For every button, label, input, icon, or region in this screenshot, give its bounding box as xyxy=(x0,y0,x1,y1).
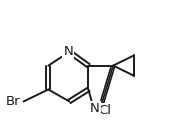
Text: Cl: Cl xyxy=(98,104,111,117)
Text: N: N xyxy=(90,102,100,115)
Text: Br: Br xyxy=(6,95,20,108)
Text: N: N xyxy=(64,45,73,58)
